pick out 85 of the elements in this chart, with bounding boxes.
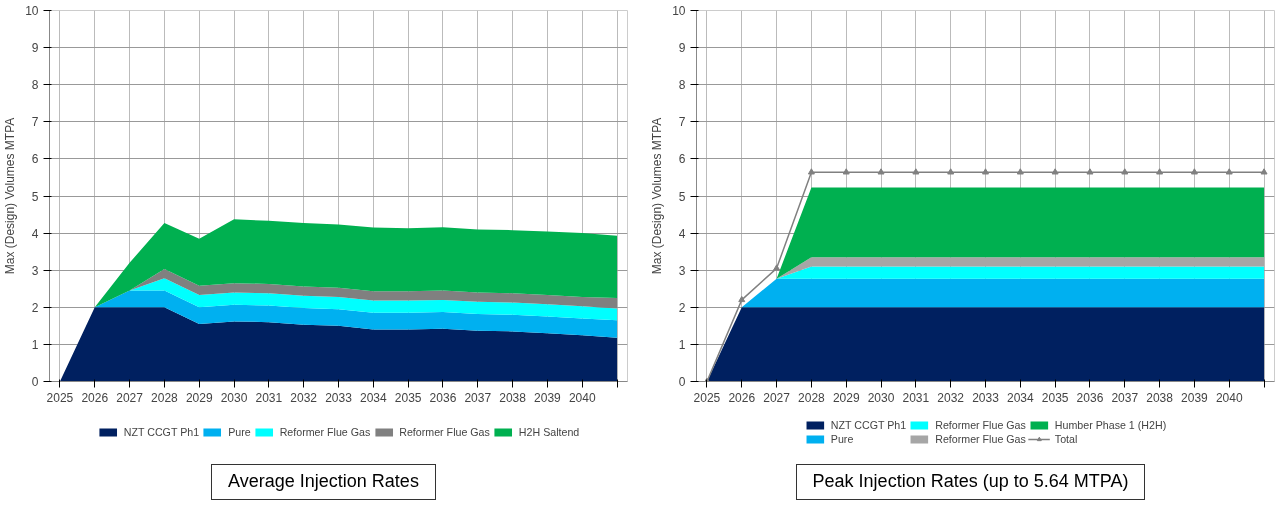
x-tick-label: 2032 [290,390,318,405]
y-axis-title: Max (Design) Volumes MTPA [650,117,665,275]
y-tick-label: 4 [678,226,686,241]
point [1225,168,1233,175]
point [877,168,885,175]
point [1260,168,1268,175]
legend-label: Reformer Flue Gas [935,432,1026,445]
y-tick-label: 10 [25,4,39,18]
x-tick-label: 2028 [798,390,826,405]
x-tick-label: 2027 [763,390,791,405]
legend-label: Pure [830,432,854,445]
x-tick-label: 2031 [902,390,930,405]
point [807,168,815,175]
y-tick-label: 8 [678,78,686,93]
legend-label: NZT CCGT Ph1 [123,425,200,438]
legend-label: Total [1054,432,1078,445]
y-tick-label: 5 [31,189,39,204]
point [842,168,850,175]
x-tick-label: 2030 [867,390,895,405]
point [1051,168,1059,175]
x-tick-label: 2039 [1181,390,1209,405]
legend-label: Humber Phase 1 (H2H) [1054,418,1167,431]
y-tick-label: 9 [678,41,686,56]
x-tick-label: 2030 [220,390,248,405]
legend-label: Reformer Flue Gas [399,425,490,438]
y-tick-label: 7 [678,115,686,130]
point [773,264,781,271]
x-tick-label: 2036 [1076,390,1104,405]
x-tick-label: 2035 [394,390,422,405]
text: Peak Injection Rates (up to 5.64 MTPA) [795,464,1146,500]
y-tick-label: 5 [678,189,686,204]
x-tick-label: 2032 [937,390,965,405]
legend-label: H2H Saltend [518,425,580,438]
x-tick-label: 2040 [568,390,596,405]
x-tick-label: 2026 [81,390,109,405]
y-tick-label: 0 [678,375,686,389]
y-tick-label: 0 [31,375,39,389]
x-tick-label: 2033 [972,390,1000,405]
x-tick-label: 2033 [325,390,353,405]
x-tick-label: 2035 [1041,390,1069,405]
y-tick-label: 3 [678,263,686,278]
x-tick-label: 2039 [534,390,562,405]
x-tick-label: 2029 [185,390,213,405]
x-tick-label: 2034 [359,390,387,405]
point [1190,168,1198,175]
point [1016,168,1024,175]
x-tick-label: 2025 [46,390,74,405]
y-tick-label: 4 [31,226,39,241]
y-tick-label: 10 [672,4,686,18]
legend-label: Reformer Flue Gas [279,425,371,438]
y-tick-label: 2 [31,300,39,315]
x-tick-label: 2031 [255,390,283,405]
legend-label: Pure [228,425,251,438]
y-tick-label: 1 [678,337,686,352]
point [982,168,989,175]
y-tick-label: 7 [31,115,39,130]
x-tick-label: 2040 [1215,390,1243,405]
y-tick-label: 9 [31,41,39,56]
x-tick-label: 2027 [116,390,144,405]
point [1086,168,1094,175]
x-tick-label: 2028 [151,390,179,405]
x-tick-label: 2037 [464,390,492,405]
x-tick-label: 2038 [1146,390,1174,405]
y-tick-label: 2 [678,300,686,315]
point [1156,168,1164,175]
text: Average Injection Rates [211,464,436,500]
x-tick-label: 2036 [429,390,457,405]
point [738,295,746,303]
point [1121,168,1129,175]
x-tick-label: 2026 [728,390,756,405]
x-tick-label: 2025 [693,390,721,405]
legend-label: Reformer Flue Gas [935,418,1026,431]
point [912,168,920,175]
y-tick-label: 6 [678,152,686,167]
y-axis-title: Max (Design) Volumes MTPA [3,117,18,275]
x-tick-label: 2037 [1111,390,1139,405]
y-tick-label: 8 [31,78,39,93]
y-tick-label: 6 [31,152,39,167]
y-tick-label: 1 [31,337,39,352]
point [947,168,955,175]
x-tick-label: 2034 [1006,390,1034,405]
legend-label: NZT CCGT Ph1 [830,418,907,431]
y-tick-label: 3 [31,263,39,278]
x-tick-label: 2029 [832,390,860,405]
x-tick-label: 2038 [499,390,527,405]
